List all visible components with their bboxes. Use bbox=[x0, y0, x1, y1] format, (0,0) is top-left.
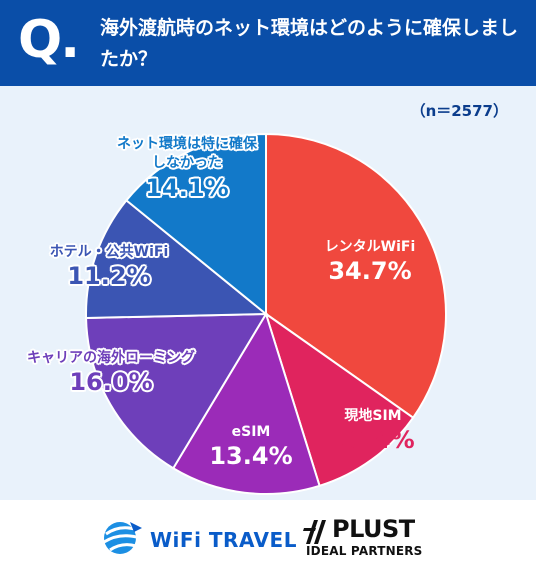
slice-esim bbox=[171, 311, 321, 495]
slice-pct: 10.4% bbox=[331, 426, 415, 454]
slice-name: 現地SIM bbox=[344, 408, 402, 424]
slice-pct: 34.7% bbox=[328, 257, 412, 285]
q-mark: Q. bbox=[18, 10, 80, 70]
label-esim: eSIM 13.4% bbox=[196, 423, 306, 471]
logo-bar: WiFi TRAVEL PLUST IDEAL PARTNERS bbox=[0, 500, 536, 572]
slice-name: ネット環境は特に確保しなかった bbox=[117, 136, 257, 171]
slice-rental-wifi bbox=[265, 132, 447, 420]
label-no-net: ネット環境は特に確保しなかった 14.1% bbox=[112, 135, 262, 203]
slice-pct: 16.0% bbox=[69, 368, 153, 396]
sample-size: （n＝2577） bbox=[410, 102, 508, 120]
label-local-sim: 現地SIM 10.4% bbox=[318, 407, 428, 455]
pie-chart bbox=[85, 132, 447, 495]
label-roaming: キャリアの海外ローミング 16.0% bbox=[6, 349, 216, 397]
slice-name: eSIM bbox=[231, 424, 271, 440]
plust-logo-subtext: IDEAL PARTNERS bbox=[306, 544, 423, 558]
plust-logo-icon bbox=[303, 520, 326, 544]
label-hotel-wifi: ホテル・公共WiFi 11.2% bbox=[24, 243, 194, 291]
slice-name: ホテル・公共WiFi bbox=[49, 244, 169, 260]
slice-hotel-wifi bbox=[85, 198, 269, 319]
question-title: 海外渡航時のネット環境はどのように確保しましたか？ bbox=[100, 17, 519, 70]
slice-roaming bbox=[85, 312, 268, 470]
slice-pct: 11.2% bbox=[67, 262, 151, 290]
slice-name: キャリアの海外ローミング bbox=[27, 350, 195, 366]
wifi-travel-globe-icon bbox=[103, 522, 142, 554]
wifi-travel-logo-text: WiFi TRAVEL bbox=[150, 528, 297, 552]
slice-name: レンタルWiFi bbox=[324, 239, 416, 255]
plust-logo-text: PLUST bbox=[332, 515, 415, 543]
slice-no-net bbox=[124, 132, 267, 317]
slice-pct: 13.4% bbox=[209, 442, 293, 470]
slice-local-sim bbox=[264, 311, 415, 488]
label-rental-wifi: レンタルWiFi 34.7% bbox=[300, 238, 440, 286]
question-header: Q. 海外渡航時のネット環境はどのように確保しましたか？ bbox=[0, 0, 536, 86]
slice-pct: 14.1% bbox=[145, 174, 229, 202]
